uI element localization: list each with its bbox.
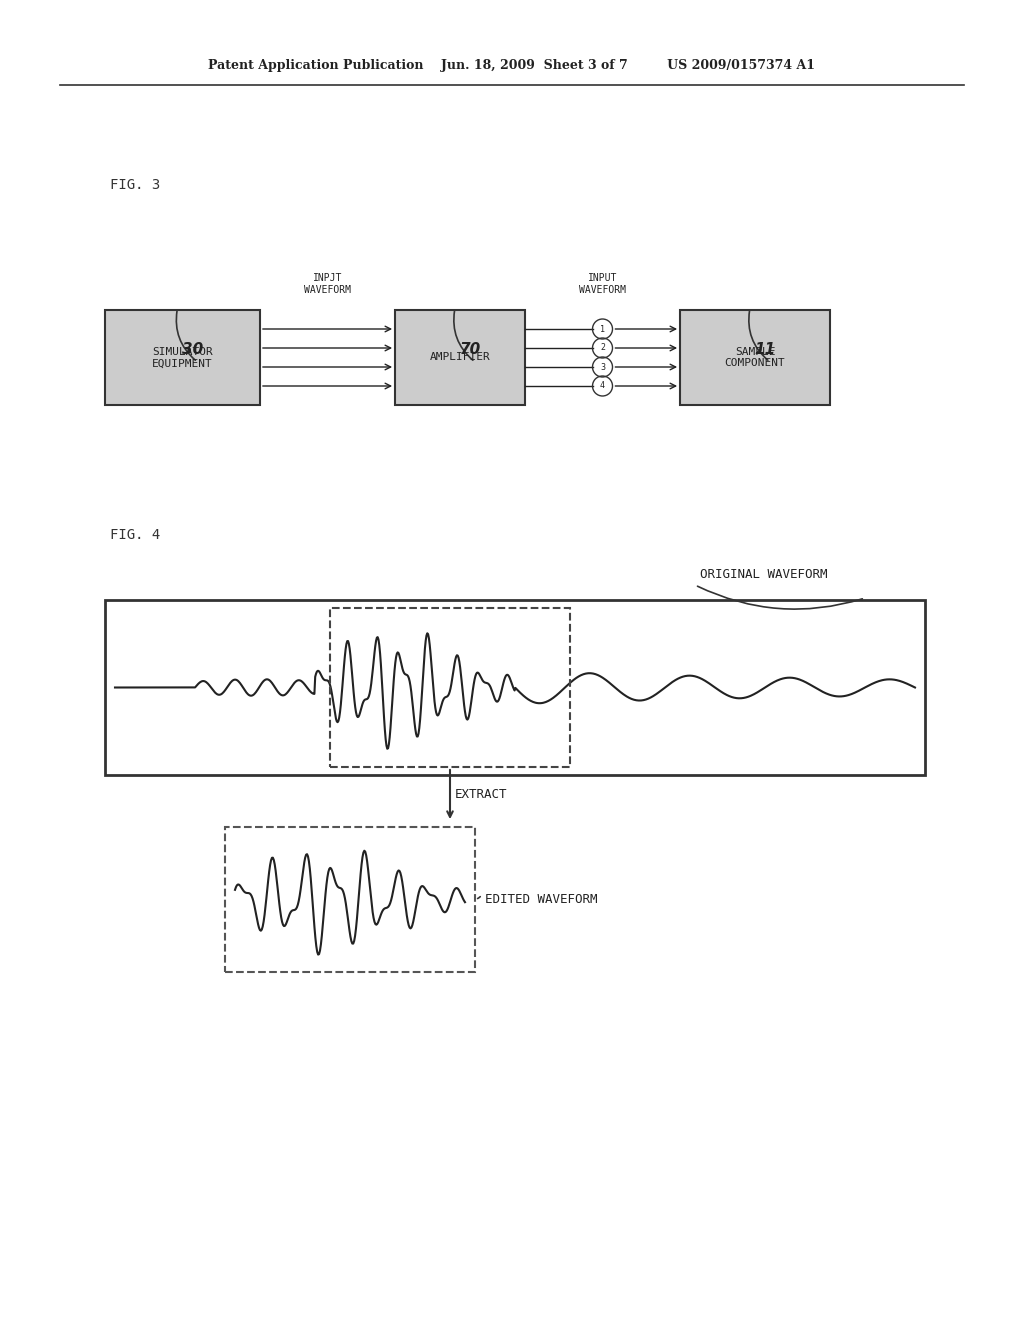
- Text: INPUT
WAVEFORM: INPUT WAVEFORM: [579, 273, 626, 294]
- Text: EDITED WAVEFORM: EDITED WAVEFORM: [485, 894, 597, 906]
- Text: 2: 2: [600, 343, 605, 352]
- Text: 4: 4: [600, 381, 605, 391]
- Bar: [680, 310, 830, 405]
- Bar: [330, 609, 570, 767]
- Text: 1: 1: [600, 325, 605, 334]
- Text: 30: 30: [182, 342, 203, 358]
- Text: FIG. 3: FIG. 3: [110, 178, 160, 191]
- Bar: [225, 828, 475, 972]
- Bar: [395, 310, 525, 405]
- Text: Patent Application Publication    Jun. 18, 2009  Sheet 3 of 7         US 2009/01: Patent Application Publication Jun. 18, …: [209, 58, 815, 71]
- Text: EXTRACT: EXTRACT: [455, 788, 508, 801]
- Text: 70: 70: [460, 342, 480, 358]
- Text: ORIGINAL WAVEFORM: ORIGINAL WAVEFORM: [700, 569, 827, 582]
- Text: SIMULATOR
EQUIPMENT: SIMULATOR EQUIPMENT: [153, 347, 213, 368]
- Text: FIG. 4: FIG. 4: [110, 528, 160, 543]
- Text: 3: 3: [600, 363, 605, 371]
- Bar: [105, 310, 260, 405]
- Text: AMPLIFIER: AMPLIFIER: [430, 352, 490, 363]
- Bar: [105, 601, 925, 775]
- Text: INPJT
WAVEFORM: INPJT WAVEFORM: [304, 273, 351, 294]
- Text: SAMPLE
COMPONENT: SAMPLE COMPONENT: [725, 347, 785, 368]
- Text: 11: 11: [755, 342, 775, 358]
